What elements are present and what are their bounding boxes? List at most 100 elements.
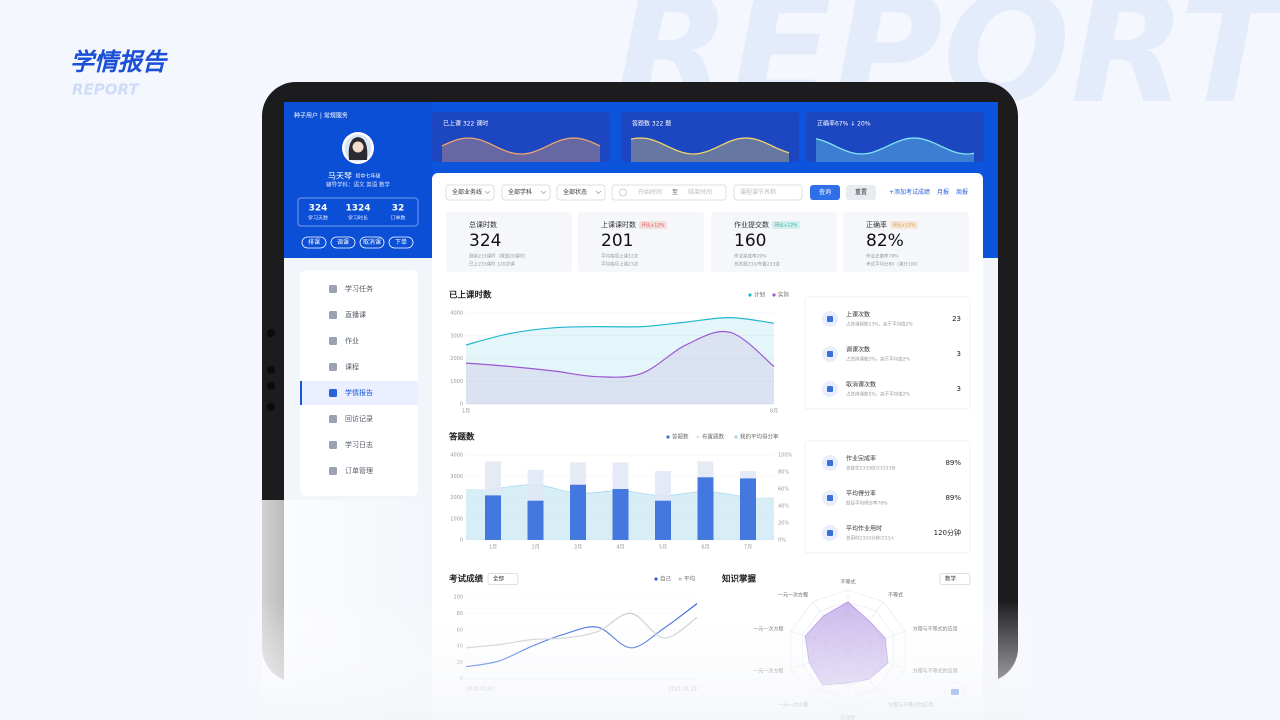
select-label[interactable]: 全部业务线 [452, 188, 482, 196]
y2-tick-label: 80% [778, 470, 789, 476]
menu-item[interactable]: 学情报告 [345, 388, 373, 397]
wave-line [630, 137, 790, 155]
top-card [621, 112, 799, 162]
chart-title: 知识掌握 [722, 574, 757, 585]
chart-filter-label[interactable]: 数学 [945, 575, 957, 583]
legend-label: 实际 [778, 291, 790, 299]
profile-button-label[interactable]: 排课 [308, 238, 320, 246]
kpi-note: 平均每月上课23次 [601, 261, 639, 268]
add-link[interactable]: +添加考试成绩 [889, 188, 930, 196]
date-box[interactable] [611, 184, 727, 201]
side-icon-glyph [827, 530, 833, 536]
monthly-link[interactable]: 月报 [937, 188, 949, 196]
menu-icon [329, 389, 337, 397]
wave-area [442, 138, 600, 162]
chart-filter[interactable] [487, 573, 519, 585]
bar [697, 477, 714, 540]
select-box[interactable] [556, 184, 606, 201]
student-name: 马天琴 [328, 172, 352, 181]
menu-item[interactable]: 直播课 [345, 310, 366, 319]
top-card [432, 112, 610, 162]
select-box[interactable] [501, 184, 551, 201]
kpi-card [711, 212, 837, 272]
line-series [465, 330, 775, 378]
profile-button[interactable] [359, 236, 385, 249]
menu-item[interactable]: 订单管理 [345, 466, 373, 475]
select-box[interactable] [445, 184, 495, 201]
radar-label: 不等式 [840, 579, 855, 586]
weekly-link[interactable]: 周报 [956, 188, 968, 196]
avatar-face [352, 141, 364, 153]
bar [570, 484, 586, 540]
student-grade: 初中七年级 [355, 173, 380, 180]
menu-icon [329, 285, 337, 293]
kpi-value: 160 [734, 231, 766, 251]
side-icon-glyph [827, 316, 833, 322]
legend-label: 自己 [660, 575, 672, 583]
side-icon-glyph [827, 460, 833, 466]
y2-tick-label: 0% [778, 538, 786, 544]
side-title: 作业完成率 [846, 455, 876, 463]
x-tick-label: 4月 [616, 545, 624, 551]
search-placeholder: 课程课节名称 [740, 188, 776, 196]
profile-button[interactable] [330, 236, 356, 249]
profile-button-label[interactable]: 取消课 [363, 238, 381, 246]
menu-icon [329, 415, 337, 423]
chart-filter-label[interactable]: 全部 [493, 575, 505, 583]
kpi-badge-label: 环比+12% [893, 222, 916, 229]
page-title: 学情报告 [70, 48, 168, 76]
top-card-label: 已上课 322 课时 [443, 120, 488, 128]
menu-item[interactable]: 作业 [345, 336, 359, 345]
reset-label[interactable]: 重置 [855, 188, 867, 196]
legend-swatch [734, 435, 738, 439]
bar [655, 500, 671, 540]
tablet-button [267, 403, 275, 411]
top-card [806, 112, 984, 162]
legend-swatch [666, 435, 670, 439]
legend-label: 计划 [754, 291, 765, 299]
stats-box [297, 197, 419, 227]
x-tick-label: 1月 [462, 409, 470, 415]
reset-button[interactable] [846, 185, 876, 200]
profile-button[interactable] [301, 236, 327, 249]
select-label[interactable]: 全部状态 [563, 188, 587, 196]
kpi-card [578, 212, 704, 272]
y-tick-label: 2000 [450, 495, 463, 501]
chart-filter[interactable] [939, 573, 971, 585]
y-tick-label: 4000 [450, 453, 463, 459]
profile-button-label[interactable]: 下单 [395, 238, 407, 246]
clock-icon [619, 188, 627, 197]
side-desc: 总用时2333分钟/233人 [846, 535, 895, 542]
chart-title: 考试成绩 [449, 574, 484, 585]
stat-value: 32 [392, 204, 405, 214]
y-tick-label: 2000 [450, 356, 463, 362]
radar-label: 一元一次方程 [778, 591, 808, 598]
bar [740, 478, 756, 540]
query-label[interactable]: 查询 [819, 188, 831, 196]
kpi-badge-label: 环比+12% [642, 222, 665, 229]
bar [527, 500, 544, 540]
kpi-badge [772, 221, 800, 229]
menu-item[interactable]: 学习任务 [345, 284, 373, 293]
kpi-title: 总课时数 [469, 220, 497, 229]
select-caret [540, 190, 547, 194]
profile-button-label[interactable]: 调课 [337, 238, 349, 246]
query-button[interactable] [810, 185, 840, 200]
wave-line [815, 137, 975, 155]
menu-item[interactable]: 学习日志 [345, 440, 373, 449]
menu-icon [329, 441, 337, 449]
x-tick-label: 7月 [744, 545, 752, 551]
date-start: 开始时间 [638, 188, 662, 196]
date-to: 至 [672, 189, 678, 196]
y2-tick-label: 100% [778, 453, 793, 459]
search-box[interactable] [733, 184, 803, 201]
y2-tick-label: 60% [778, 487, 789, 493]
select-label[interactable]: 全部学科 [508, 188, 532, 196]
legend-swatch [772, 293, 776, 297]
menu-item[interactable]: 回访记录 [345, 414, 373, 423]
profile-button[interactable] [388, 236, 414, 249]
menu-item[interactable]: 课程 [345, 362, 359, 371]
side-value: 23 [952, 315, 961, 323]
menu-icon [329, 337, 337, 345]
side-value: 120分钟 [934, 528, 961, 537]
